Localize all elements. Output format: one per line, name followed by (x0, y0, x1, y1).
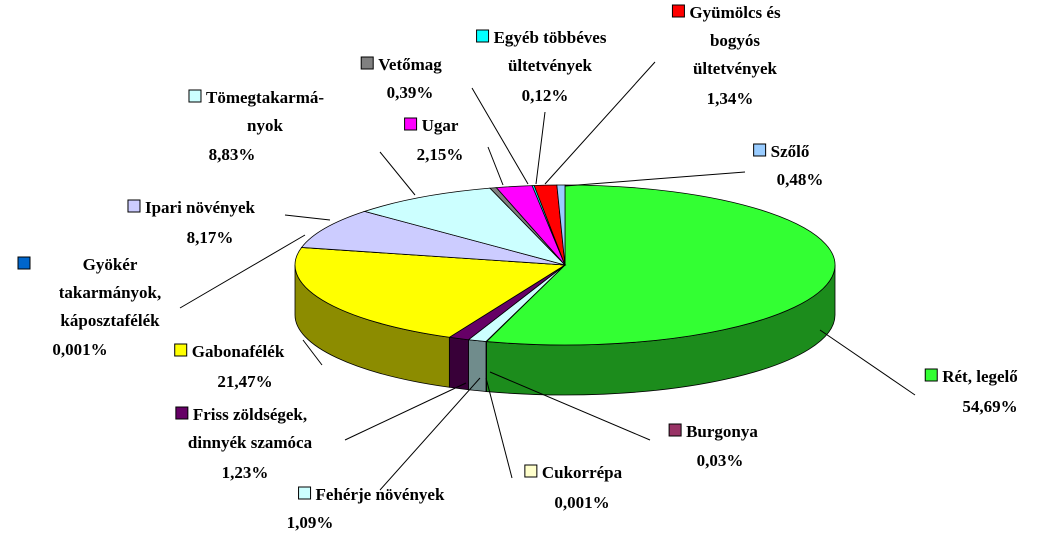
leader-line (544, 61, 656, 185)
slice-side (468, 339, 487, 392)
slice-label: Cukorrépa (542, 463, 623, 482)
slice-label: Burgonya (686, 422, 758, 441)
pie-tops (294, 184, 836, 346)
leader-line (485, 377, 513, 479)
slice (485, 184, 836, 346)
slice-label: Gyümölcs és bogyós ültetvények (689, 3, 781, 78)
value-label: 1,34% (707, 89, 754, 108)
leader-line (471, 87, 529, 185)
legend-swatch (476, 29, 490, 43)
leader-line (819, 329, 916, 396)
slice (556, 184, 566, 266)
slice (300, 210, 566, 266)
value-label: 0,48% (777, 170, 824, 189)
leader-line (379, 377, 481, 491)
value-label: 0,12% (522, 86, 569, 105)
label-line: takarmányok, (59, 283, 161, 302)
value-label: 0,001% (52, 340, 107, 359)
label-line: Gyümölcs és (689, 3, 781, 22)
value-label: 21,47% (217, 372, 272, 391)
value-label: 1,23% (222, 463, 269, 482)
value-label: 0,03% (697, 451, 744, 470)
leader-line (489, 371, 651, 441)
legend-swatch (524, 464, 538, 478)
legend-swatch (668, 423, 682, 437)
slice-label: Gabonafélék (192, 342, 285, 361)
legend-swatch (188, 89, 202, 103)
leader-line (344, 382, 467, 441)
slice (294, 247, 567, 338)
label-line: nyok (247, 116, 283, 135)
label-line: Friss zöldségek, (193, 405, 307, 424)
leader-line (487, 146, 504, 186)
pie-sides (294, 264, 836, 396)
leader-line (302, 339, 323, 366)
legend-swatch (17, 256, 31, 270)
label-line: Fehérje növények (316, 485, 445, 504)
labels: Rét, legelő 54,69% Burgonya 0,03% Cukorrépa 0… (17, 3, 1018, 532)
leader-line (535, 111, 546, 185)
value-label: 1,09% (287, 513, 334, 532)
leader-line (564, 171, 746, 187)
slice-side (448, 336, 469, 391)
leader-line (379, 151, 416, 196)
label-line: Cukorrépa (542, 463, 623, 482)
slice-label: Egyéb többéves ültetvények (494, 28, 607, 75)
leader-line (179, 234, 306, 309)
slice-label: Ipari növények (145, 198, 256, 217)
label-line: káposztafélék (60, 311, 160, 330)
label-line: Gabonafélék (192, 342, 285, 361)
label-line: Ipari növények (145, 198, 256, 217)
slice-label: Ugar (422, 116, 459, 135)
slice-label: Friss zöldségek, dinnyék szamóca (188, 405, 313, 452)
value-label: 0,001% (554, 493, 609, 512)
label-line: ültetvények (693, 59, 778, 78)
slice-label: Rét, legelő (942, 367, 1018, 386)
slice-label: Tömegtakarmá-nyok (206, 88, 324, 135)
label-line: Szőlő (771, 142, 810, 161)
value-label: 0,39% (387, 83, 434, 102)
value-label: 8,83% (209, 145, 256, 164)
label-line: ültetvények (508, 56, 593, 75)
label-line: Burgonya (686, 422, 758, 441)
legend-swatch (175, 406, 189, 420)
label-line: Gyökér (83, 255, 138, 274)
label-line: Egyéb többéves (494, 28, 607, 47)
label-line: Tömegtakarmá- (206, 88, 324, 107)
slice-label: Szőlő (771, 142, 810, 161)
label-line: Rét, legelő (942, 367, 1018, 386)
slice (363, 187, 567, 266)
legend-swatch (924, 368, 938, 382)
slice-label: Vetőmag (378, 55, 442, 74)
value-label: 54,69% (962, 397, 1017, 416)
legend-swatch (127, 199, 141, 213)
label-line: Vetőmag (378, 55, 442, 74)
value-label: 8,17% (187, 228, 234, 247)
legend-swatch (671, 4, 685, 18)
legend-swatch (753, 143, 767, 157)
slice-label: Gyökér takarmányok, káposztafélék (59, 255, 161, 330)
legend-swatch (174, 343, 188, 357)
slice-label: Fehérje növények (316, 485, 445, 504)
leader-line (284, 214, 331, 221)
label-line: dinnyék szamóca (188, 433, 313, 452)
legend-swatch (404, 117, 418, 131)
label-line: bogyós (710, 31, 760, 50)
legend-swatch (298, 486, 312, 500)
legend-swatch (360, 56, 374, 70)
label-line: Ugar (422, 116, 459, 135)
value-label: 2,15% (417, 145, 464, 164)
